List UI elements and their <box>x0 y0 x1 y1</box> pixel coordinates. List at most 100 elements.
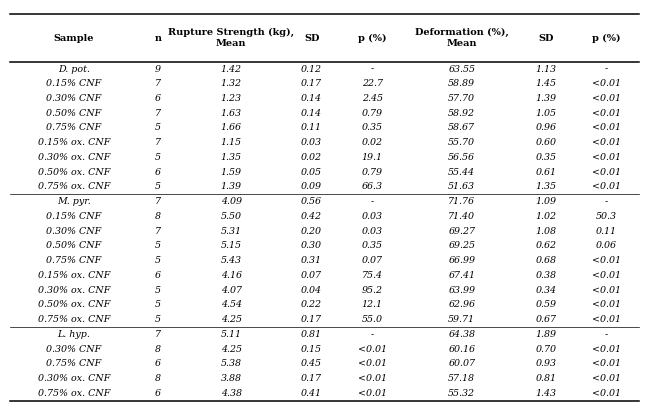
Text: 1.13: 1.13 <box>535 65 556 74</box>
Text: 4.16: 4.16 <box>221 271 241 280</box>
Text: 50.3: 50.3 <box>596 212 617 221</box>
Text: 66.3: 66.3 <box>361 182 382 192</box>
Text: 0.75% ox. CNF: 0.75% ox. CNF <box>38 389 110 398</box>
Text: 0.15% CNF: 0.15% CNF <box>46 212 101 221</box>
Text: 0.50% ox. CNF: 0.50% ox. CNF <box>38 300 110 309</box>
Text: Rupture Strength (kg),
Mean: Rupture Strength (kg), Mean <box>168 28 294 48</box>
Text: <0.01: <0.01 <box>592 182 621 192</box>
Text: 5.31: 5.31 <box>221 227 241 236</box>
Text: 63.55: 63.55 <box>448 65 475 74</box>
Text: 57.18: 57.18 <box>448 374 475 383</box>
Text: <0.01: <0.01 <box>592 315 621 324</box>
Text: 51.63: 51.63 <box>448 182 475 192</box>
Text: 1.09: 1.09 <box>535 197 556 206</box>
Text: 1.42: 1.42 <box>221 65 241 74</box>
Text: 8: 8 <box>155 212 161 221</box>
Text: 55.0: 55.0 <box>361 315 382 324</box>
Text: 0.30% ox. CNF: 0.30% ox. CNF <box>38 374 110 383</box>
Text: 1.89: 1.89 <box>535 330 556 339</box>
Text: 0.14: 0.14 <box>301 94 322 103</box>
Text: 0.96: 0.96 <box>535 123 556 132</box>
Text: 1.39: 1.39 <box>535 94 556 103</box>
Text: 7: 7 <box>155 109 161 118</box>
Text: SD: SD <box>304 34 319 42</box>
Text: 0.30% ox. CNF: 0.30% ox. CNF <box>38 153 110 162</box>
Text: <0.01: <0.01 <box>592 94 621 103</box>
Text: 62.96: 62.96 <box>448 300 475 309</box>
Text: 4.25: 4.25 <box>221 345 241 353</box>
Text: 0.11: 0.11 <box>596 227 617 236</box>
Text: 1.35: 1.35 <box>535 182 556 192</box>
Text: 0.75% CNF: 0.75% CNF <box>46 123 101 132</box>
Text: 1.59: 1.59 <box>221 168 241 177</box>
Text: 12.1: 12.1 <box>361 300 382 309</box>
Text: 0.03: 0.03 <box>301 138 322 147</box>
Text: 5: 5 <box>155 182 161 192</box>
Text: 58.89: 58.89 <box>448 79 475 88</box>
Text: 0.67: 0.67 <box>535 315 556 324</box>
Text: 75.4: 75.4 <box>361 271 382 280</box>
Text: 1.02: 1.02 <box>535 212 556 221</box>
Text: 55.70: 55.70 <box>448 138 475 147</box>
Text: 6: 6 <box>155 168 161 177</box>
Text: 0.06: 0.06 <box>596 241 617 250</box>
Text: <0.01: <0.01 <box>592 374 621 383</box>
Text: <0.01: <0.01 <box>592 286 621 295</box>
Text: 57.70: 57.70 <box>448 94 475 103</box>
Text: 0.17: 0.17 <box>301 374 322 383</box>
Text: 0.20: 0.20 <box>301 227 322 236</box>
Text: 0.35: 0.35 <box>361 241 382 250</box>
Text: 55.32: 55.32 <box>448 389 475 398</box>
Text: <0.01: <0.01 <box>592 389 621 398</box>
Text: 7: 7 <box>155 138 161 147</box>
Text: 9: 9 <box>155 65 161 74</box>
Text: 0.04: 0.04 <box>301 286 322 295</box>
Text: 5: 5 <box>155 300 161 309</box>
Text: 6: 6 <box>155 94 161 103</box>
Text: 6: 6 <box>155 389 161 398</box>
Text: 69.25: 69.25 <box>448 241 475 250</box>
Text: 0.30% CNF: 0.30% CNF <box>46 227 101 236</box>
Text: 0.38: 0.38 <box>535 271 556 280</box>
Text: -: - <box>371 330 374 339</box>
Text: -: - <box>605 330 608 339</box>
Text: -: - <box>605 65 608 74</box>
Text: 0.56: 0.56 <box>301 197 322 206</box>
Text: 8: 8 <box>155 345 161 353</box>
Text: 58.67: 58.67 <box>448 123 475 132</box>
Text: 6: 6 <box>155 359 161 368</box>
Text: 1.43: 1.43 <box>535 389 556 398</box>
Text: 0.68: 0.68 <box>535 256 556 265</box>
Text: 0.75% CNF: 0.75% CNF <box>46 359 101 368</box>
Text: 0.79: 0.79 <box>361 109 382 118</box>
Text: 4.54: 4.54 <box>221 300 241 309</box>
Text: 0.50% ox. CNF: 0.50% ox. CNF <box>38 168 110 177</box>
Text: <0.01: <0.01 <box>592 256 621 265</box>
Text: 0.30: 0.30 <box>301 241 322 250</box>
Text: 19.1: 19.1 <box>361 153 382 162</box>
Text: 1.15: 1.15 <box>221 138 241 147</box>
Text: <0.01: <0.01 <box>592 79 621 88</box>
Text: 4.25: 4.25 <box>221 315 241 324</box>
Text: 0.09: 0.09 <box>301 182 322 192</box>
Text: 95.2: 95.2 <box>361 286 382 295</box>
Text: Deformation (%),
Mean: Deformation (%), Mean <box>415 28 509 48</box>
Text: <0.01: <0.01 <box>358 359 387 368</box>
Text: 0.30% CNF: 0.30% CNF <box>46 94 101 103</box>
Text: <0.01: <0.01 <box>358 374 387 383</box>
Text: 5.43: 5.43 <box>221 256 241 265</box>
Text: 0.45: 0.45 <box>301 359 322 368</box>
Text: 0.07: 0.07 <box>301 271 322 280</box>
Text: 0.02: 0.02 <box>361 138 382 147</box>
Text: 64.38: 64.38 <box>448 330 475 339</box>
Text: 2.45: 2.45 <box>361 94 382 103</box>
Text: p (%): p (%) <box>358 33 386 43</box>
Text: 0.03: 0.03 <box>361 227 382 236</box>
Text: 0.75% ox. CNF: 0.75% ox. CNF <box>38 315 110 324</box>
Text: 69.27: 69.27 <box>448 227 475 236</box>
Text: 5: 5 <box>155 315 161 324</box>
Text: 0.30% CNF: 0.30% CNF <box>46 345 101 353</box>
Text: 3.88: 3.88 <box>221 374 241 383</box>
Text: <0.01: <0.01 <box>592 271 621 280</box>
Text: 0.61: 0.61 <box>535 168 556 177</box>
